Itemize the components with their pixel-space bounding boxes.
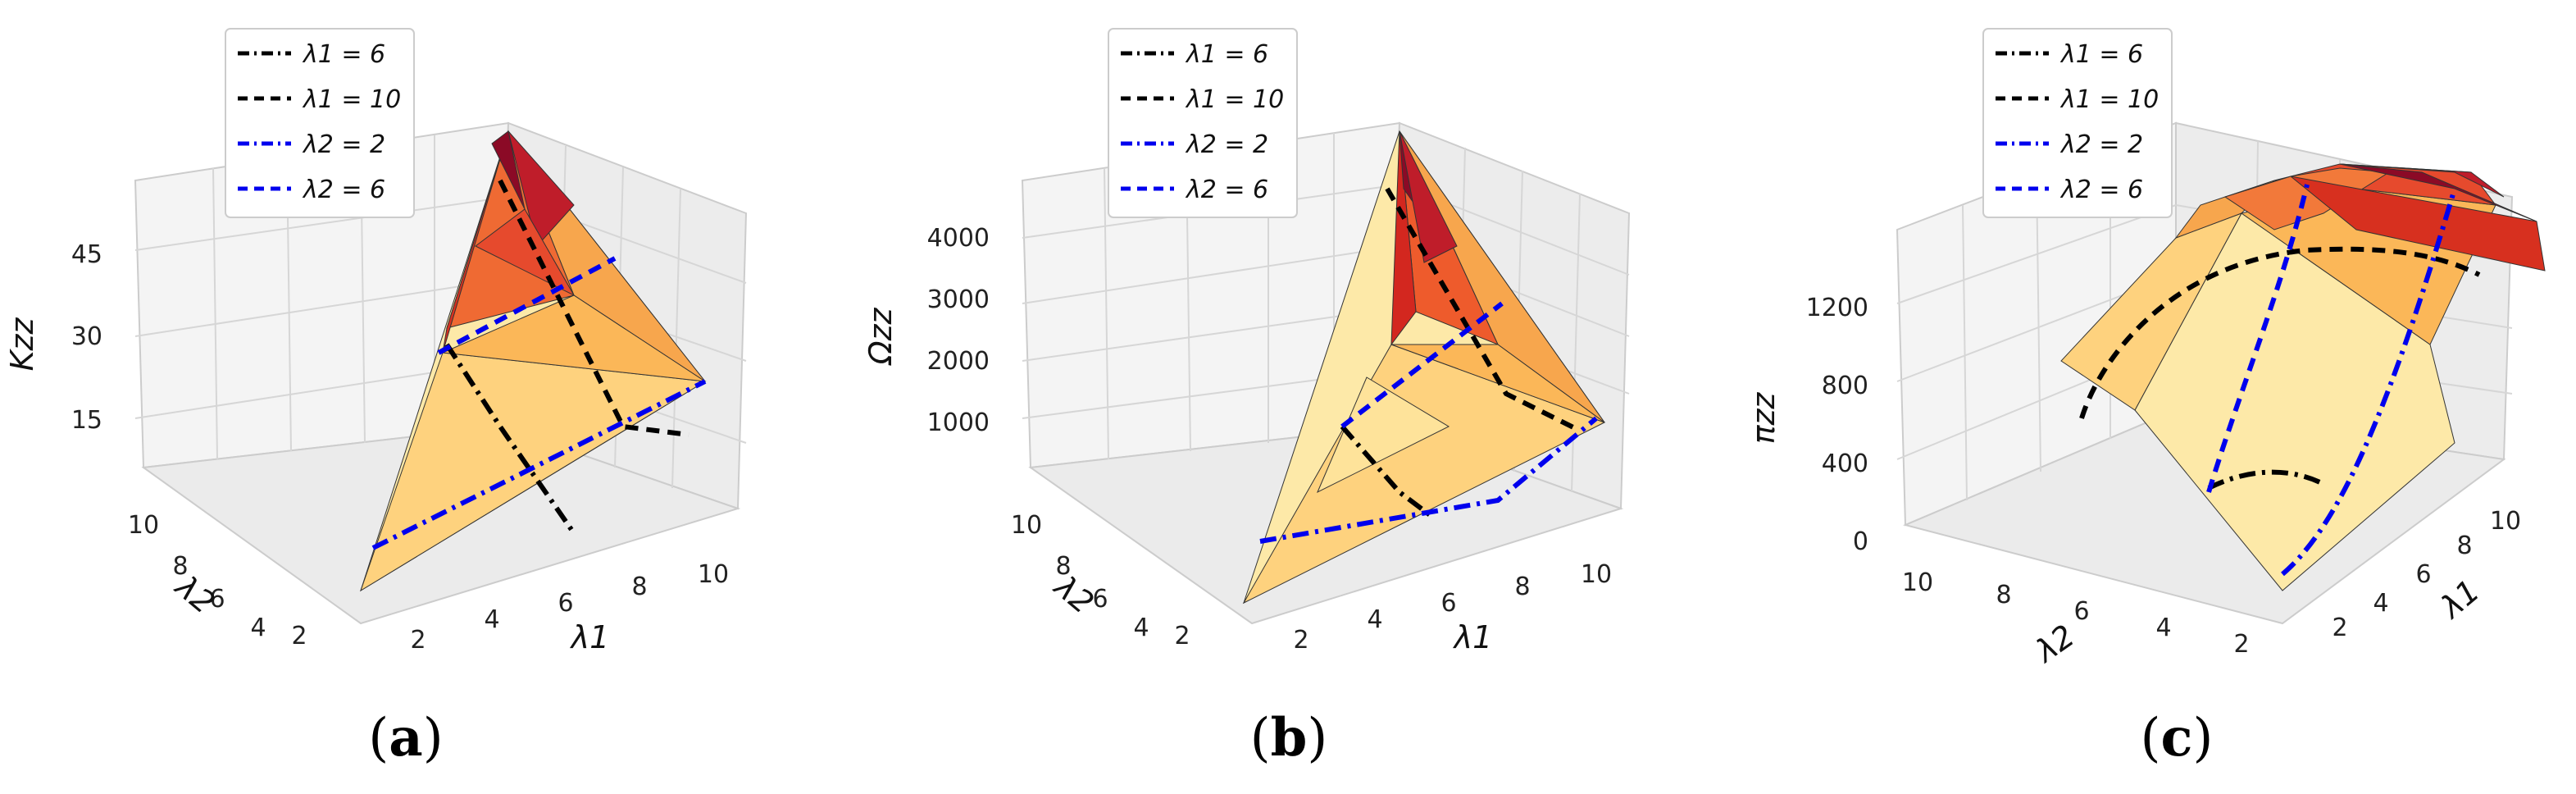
xticks-a: 2 4 6 8 10 [410,560,729,655]
curves-a [371,179,707,550]
xtick-b-4: 10 [1581,560,1612,589]
caption-a: (a) [368,707,444,769]
panel-a: 45 30 15 Kzz 10 8 6 4 2 λ2 2 4 6 8 10 λ1… [0,0,858,794]
ztick-c-1: 400 [1822,449,1868,478]
yticks-c: 10 8 6 4 2 [1902,568,2250,659]
xtick-b-3: 8 [1514,573,1530,601]
surface-c [2060,163,2546,591]
ztick-a-1: 30 [71,322,102,351]
ytick-b-2: 6 [1092,585,1108,614]
legend-a: λ1 = 6 λ1 = 10 λ2 = 2 λ2 = 6 [225,28,415,218]
legend-c-2: λ2 = 2 [2059,130,2143,159]
zticks-c: 0 400 800 1200 [1806,294,1868,556]
panel-c: 0 400 800 1200 πzz 10 8 6 4 2 λ2 2 4 6 8… [1717,0,2575,794]
xtick-c-3: 8 [2456,532,2472,560]
legend-c-0: λ1 = 6 [2059,40,2143,69]
yticks-a: 10 8 6 4 2 [128,511,307,650]
ztick-c-2: 800 [1822,372,1868,400]
ytick-c-4: 2 [2233,630,2249,659]
legend-a-3: λ2 = 6 [302,176,385,204]
ztick-b-3: 1000 [927,408,990,437]
legend-c-3: λ2 = 6 [2059,176,2143,204]
ytick-b-1: 8 [1055,552,1071,581]
panel-b: 4000 3000 2000 1000 Ωzz 10 8 6 4 2 λ2 2 … [858,0,1717,794]
xtick-c-0: 2 [2332,614,2347,642]
xtick-b-0: 2 [1293,626,1308,655]
chart-b-svg: 4000 3000 2000 1000 Ωzz 10 8 6 4 2 λ2 2 … [862,28,1631,655]
legend-a-0: λ1 = 6 [302,40,385,69]
legend-b-1: λ1 = 10 [1185,85,1284,114]
ytick-b-4: 2 [1174,622,1190,650]
zlabel-b: Ωzz [862,307,899,366]
caption-c-label: c [2160,707,2193,769]
ytick-a-3: 4 [250,614,266,642]
caption-b: (b) [1249,707,1328,769]
xtick-a-0: 2 [410,626,426,655]
ytick-b-0: 10 [1011,511,1042,540]
ytick-c-1: 8 [1996,581,2011,609]
legend-b-0: λ1 = 6 [1185,40,1268,69]
caption-b-label: b [1270,707,1308,769]
ztick-b-0: 4000 [927,224,990,253]
xtick-a-2: 6 [558,589,573,618]
legend-b-3: λ2 = 6 [1185,176,1268,204]
legend-b-2: λ2 = 2 [1185,130,1268,159]
legend-b: λ1 = 6 λ1 = 10 λ2 = 2 λ2 = 6 [1108,28,1298,218]
xlabel-b: λ1 [1453,619,1493,655]
ytick-a-2: 6 [209,585,225,614]
xtick-a-1: 4 [484,605,499,634]
zticks-a: 45 30 15 [71,240,102,435]
caption-c: (c) [2140,707,2214,769]
ytick-c-2: 6 [2073,597,2089,626]
xlabel-c: λ1 [2433,573,2487,626]
legend-a-1: λ1 = 10 [302,85,401,114]
xtick-c-2: 6 [2415,560,2431,589]
legend-c: λ1 = 6 λ1 = 10 λ2 = 2 λ2 = 6 [1982,28,2173,218]
xticks-b: 2 4 6 8 10 [1293,560,1612,655]
ztick-c-3: 1200 [1806,294,1868,322]
curves-c [2079,184,2481,577]
legend-a-2: λ2 = 2 [302,130,385,159]
xlabel-a: λ1 [570,619,610,655]
zticks-b: 4000 3000 2000 1000 [927,224,990,437]
ytick-c-0: 10 [1902,568,1933,597]
zlabel-c: πzz [1745,392,1782,445]
legend-c-1: λ1 = 10 [2059,85,2159,114]
chart-a-svg: 45 30 15 Kzz 10 8 6 4 2 λ2 2 4 6 8 10 λ1… [4,28,748,655]
xtick-b-1: 4 [1367,605,1382,634]
chart-c-svg: 0 400 800 1200 πzz 10 8 6 4 2 λ2 2 4 6 8… [1745,28,2546,670]
ytick-b-3: 4 [1133,614,1149,642]
ztick-a-0: 45 [71,240,102,269]
xtick-b-2: 6 [1440,589,1456,618]
curves-b [1259,187,1598,544]
xtick-a-3: 8 [631,573,647,601]
yticks-b: 10 8 6 4 2 [1011,511,1190,650]
ytick-c-3: 4 [2155,614,2171,642]
ytick-a-4: 2 [291,622,307,650]
ztick-a-2: 15 [71,406,102,435]
xtick-c-4: 10 [2490,507,2521,536]
xtick-a-4: 10 [698,560,729,589]
ytick-a-0: 10 [128,511,159,540]
caption-a-label: a [389,707,423,769]
ztick-b-2: 2000 [927,347,990,376]
ztick-b-1: 3000 [927,285,990,314]
ztick-c-0: 0 [1853,527,1868,556]
surface-a [360,130,707,592]
xticks-c: 2 4 6 8 10 [2332,507,2521,642]
ytick-a-1: 8 [172,552,188,581]
zlabel-a: Kzz [4,317,40,372]
xtick-c-1: 4 [2373,589,2388,618]
